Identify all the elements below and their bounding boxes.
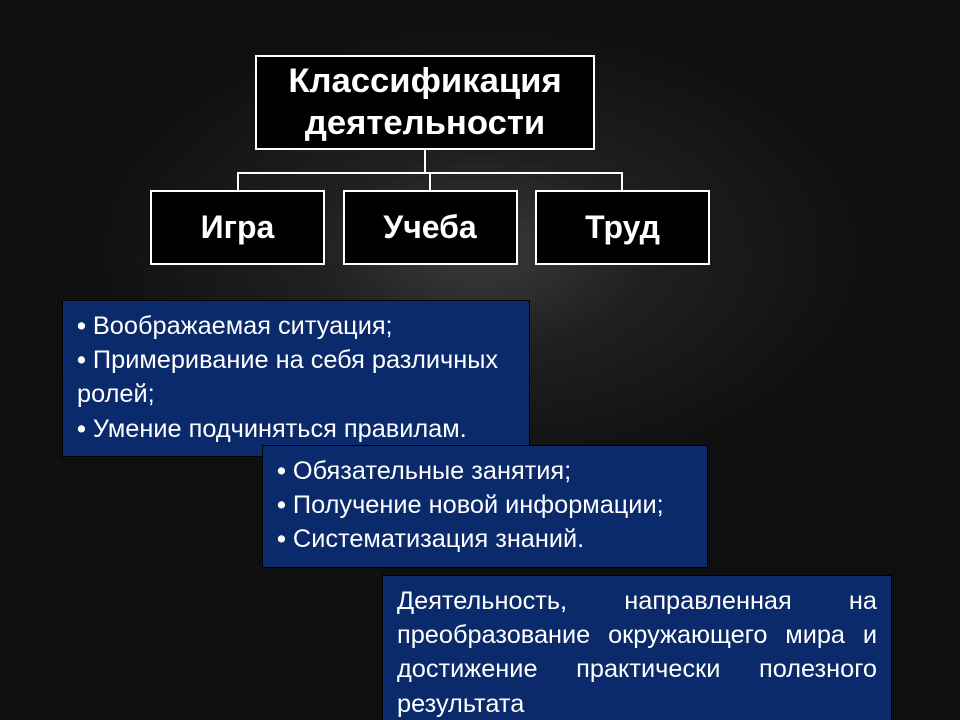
info-card-3-text: Деятельность, направленная на преобразов… (397, 587, 877, 718)
list-item: Воображаемая ситуация; (77, 309, 515, 343)
connector-vertical-child-2 (429, 172, 431, 190)
diagram-child-3: Труд (535, 190, 710, 265)
connector-vertical-child-3 (621, 172, 623, 190)
connector-vertical-root (424, 150, 426, 172)
connector-vertical-child-1 (237, 172, 239, 190)
list-item: Получение новой информации; (277, 488, 693, 522)
info-card-2-list: Обязательные занятия; Получение новой ин… (277, 454, 693, 557)
list-item: Примеривание на себя различных ролей; (77, 343, 515, 411)
info-card-1: Воображаемая ситуация; Примеривание на с… (62, 300, 530, 457)
info-card-2: Обязательные занятия; Получение новой ин… (262, 445, 708, 568)
diagram-child-2: Учеба (343, 190, 518, 265)
slide-content: Классификация деятельности Игра Учеба Тр… (0, 0, 960, 720)
diagram-root-box: Классификация деятельности (255, 55, 595, 150)
diagram-children-row: Игра Учеба Труд (150, 190, 710, 265)
list-item: Систематизация знаний. (277, 522, 693, 556)
list-item: Обязательные занятия; (277, 454, 693, 488)
diagram-child-1: Игра (150, 190, 325, 265)
list-item: Умение подчиняться правилам. (77, 412, 515, 446)
info-card-3: Деятельность, направленная на преобразов… (382, 575, 892, 720)
info-card-1-list: Воображаемая ситуация; Примеривание на с… (77, 309, 515, 446)
